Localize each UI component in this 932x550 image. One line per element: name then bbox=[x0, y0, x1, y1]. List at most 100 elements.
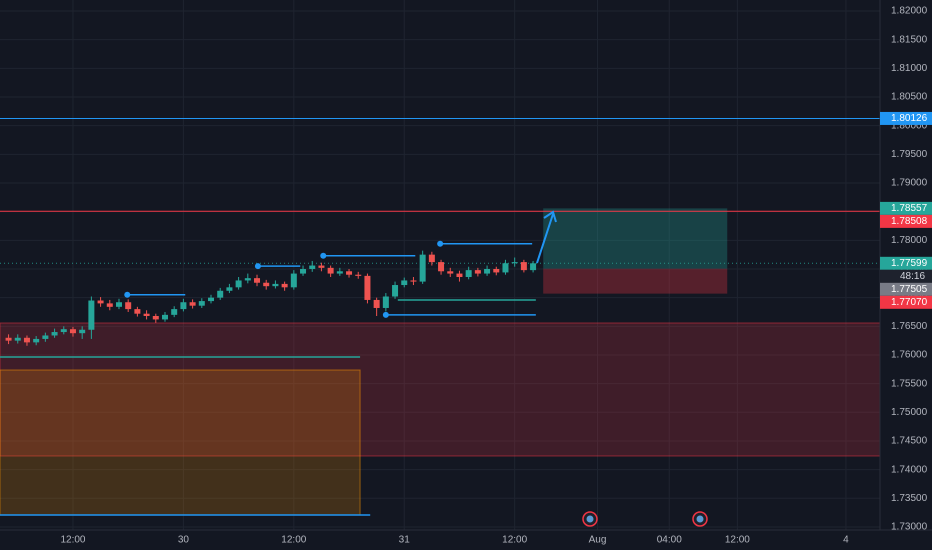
x-tick-label: 12:00 bbox=[725, 535, 750, 546]
candle-body bbox=[14, 337, 21, 341]
candle-body bbox=[171, 309, 178, 315]
candle-body bbox=[493, 268, 500, 273]
candle-body bbox=[60, 329, 67, 333]
candle-body bbox=[226, 287, 233, 291]
y-tick-label: 1.78000 bbox=[891, 235, 928, 246]
event-icon-flag bbox=[696, 515, 704, 523]
y-tick-label: 1.79500 bbox=[891, 149, 928, 160]
candle-body bbox=[161, 314, 168, 320]
y-tick-label: 1.73500 bbox=[891, 493, 928, 504]
y-tick-label: 1.74500 bbox=[891, 436, 928, 447]
candle-body bbox=[69, 329, 76, 334]
candle-body bbox=[327, 267, 334, 274]
x-tick-label: 30 bbox=[178, 535, 190, 546]
x-tick-label: 31 bbox=[399, 535, 411, 546]
position-profit bbox=[543, 208, 728, 269]
candle-body bbox=[79, 329, 86, 334]
x-tick-label: 12:00 bbox=[281, 535, 306, 546]
candle-body bbox=[428, 254, 435, 263]
level-dot bbox=[254, 263, 261, 270]
candle-body bbox=[244, 278, 251, 281]
candle-body bbox=[318, 265, 325, 268]
price-label-box bbox=[880, 282, 932, 296]
candle-body bbox=[198, 301, 205, 306]
candle-body bbox=[180, 302, 187, 310]
candle-body bbox=[355, 274, 362, 276]
y-tick-label: 1.80000 bbox=[891, 120, 928, 131]
x-tick-label: 4 bbox=[843, 535, 849, 546]
candle-body bbox=[382, 296, 389, 308]
candle-body bbox=[364, 275, 371, 300]
level-dot bbox=[437, 240, 444, 247]
plot bbox=[0, 117, 880, 516]
candle-body bbox=[401, 280, 408, 286]
price-label: 1.80126 bbox=[891, 113, 928, 124]
level-dot bbox=[320, 252, 327, 259]
y-tick-label: 1.73000 bbox=[891, 522, 928, 533]
y-tick-label: 1.75000 bbox=[891, 407, 928, 418]
candle-body bbox=[189, 302, 196, 306]
candle-body bbox=[392, 285, 399, 297]
candle-body bbox=[336, 271, 343, 274]
level-dot bbox=[124, 291, 131, 298]
candle-body bbox=[290, 273, 297, 288]
y-tick-label: 1.75500 bbox=[891, 378, 928, 389]
x-tick-label: 04:00 bbox=[657, 535, 682, 546]
candle-body bbox=[410, 280, 417, 282]
candle-body bbox=[88, 300, 95, 330]
candle-body bbox=[465, 270, 472, 278]
event-icons bbox=[582, 511, 708, 527]
candle-body bbox=[456, 273, 463, 278]
arrow bbox=[536, 210, 557, 264]
candle-body bbox=[134, 309, 141, 314]
candle-body bbox=[520, 262, 527, 271]
axis: 1.82000 1.81500 1.81000 1.80500 1.80000 1.795… bbox=[60, 6, 932, 546]
zones bbox=[0, 208, 881, 516]
candle-body bbox=[42, 335, 49, 339]
y-tick-label: 1.81000 bbox=[891, 63, 928, 74]
candle-body bbox=[309, 265, 316, 269]
candle-body bbox=[51, 332, 58, 336]
y-tick-label: 1.82000 bbox=[891, 6, 928, 17]
candle-body bbox=[5, 337, 12, 341]
candle-body bbox=[511, 262, 518, 264]
price-label-box bbox=[880, 111, 932, 125]
x-tick-label: 12:00 bbox=[60, 535, 85, 546]
y-tick-label: 1.74000 bbox=[891, 464, 928, 475]
zone bbox=[0, 322, 881, 457]
candle-body bbox=[33, 338, 40, 343]
candle-body bbox=[97, 300, 104, 304]
candle-body bbox=[447, 271, 454, 274]
level-dot bbox=[382, 311, 389, 318]
candle-body bbox=[235, 280, 242, 288]
candle-body bbox=[419, 254, 426, 282]
y-tick-label: 1.76500 bbox=[891, 321, 928, 332]
candle-body bbox=[530, 263, 537, 271]
candle-body bbox=[106, 303, 113, 307]
candle-body bbox=[281, 283, 288, 288]
price-label: 1.77070 bbox=[891, 297, 928, 308]
price-label-box bbox=[880, 256, 932, 270]
candle-body bbox=[373, 299, 380, 308]
y-tick-label: 1.76000 bbox=[891, 350, 928, 361]
candle-body bbox=[254, 278, 261, 283]
event-icon-flag bbox=[586, 515, 594, 523]
zone bbox=[0, 369, 361, 516]
price-label-box bbox=[880, 201, 932, 215]
candle-body bbox=[300, 268, 307, 274]
candle-body bbox=[115, 302, 122, 307]
price-label: 1.77599 bbox=[891, 258, 928, 269]
candle-body bbox=[125, 302, 132, 310]
price-label: 1.78508 bbox=[891, 216, 928, 227]
candle-body bbox=[502, 263, 509, 273]
candle-body bbox=[263, 282, 270, 287]
position-loss bbox=[543, 268, 728, 294]
y-tick-label: 1.79000 bbox=[891, 178, 928, 189]
x-tick-label: Aug bbox=[589, 535, 607, 546]
price-label: 1.78557 bbox=[891, 203, 928, 214]
countdown: 48:16 bbox=[900, 271, 925, 282]
candle-body bbox=[152, 315, 159, 320]
candle-body bbox=[484, 268, 491, 274]
countdown-box bbox=[880, 269, 932, 283]
